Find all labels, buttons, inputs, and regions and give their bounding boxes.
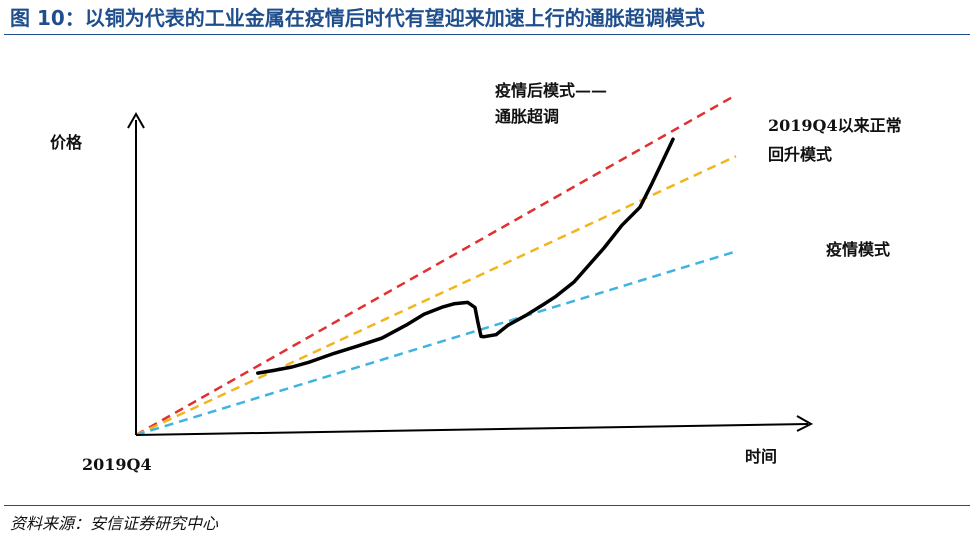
y-axis-arrow-icon [127, 111, 145, 129]
series-line-3 [256, 137, 675, 375]
series-line-0 [135, 93, 737, 437]
source-rule [4, 505, 970, 506]
red-line-label-1: 疫情后模式—— [495, 81, 607, 100]
series-line-1 [135, 155, 737, 437]
yellow-line-label-2: 回升模式 [768, 145, 832, 164]
y-axis-label: 价格 [50, 133, 83, 152]
source-note: 资料来源：安信证券研究中心 [10, 514, 219, 533]
title-rule [4, 34, 970, 35]
chart: 价格 时间 2019Q4 疫情后模式—— 通胀超调 2019Q4以来正常 回升模… [50, 81, 902, 474]
x-start-label: 2019Q4 [82, 455, 152, 474]
series-line-2 [135, 250, 737, 437]
blue-line-label: 疫情模式 [826, 240, 890, 259]
x-axis [135, 423, 809, 436]
x-axis-arrow-icon [796, 415, 814, 432]
red-line-label-2: 通胀超调 [495, 107, 559, 126]
yellow-line-label-1: 2019Q4以来正常 [768, 116, 902, 135]
figure-title: 图 10：以铜为代表的工业金属在疫情后时代有望迎来加速上行的通胀超调模式 [10, 6, 705, 30]
x-axis-label: 时间 [745, 447, 777, 466]
